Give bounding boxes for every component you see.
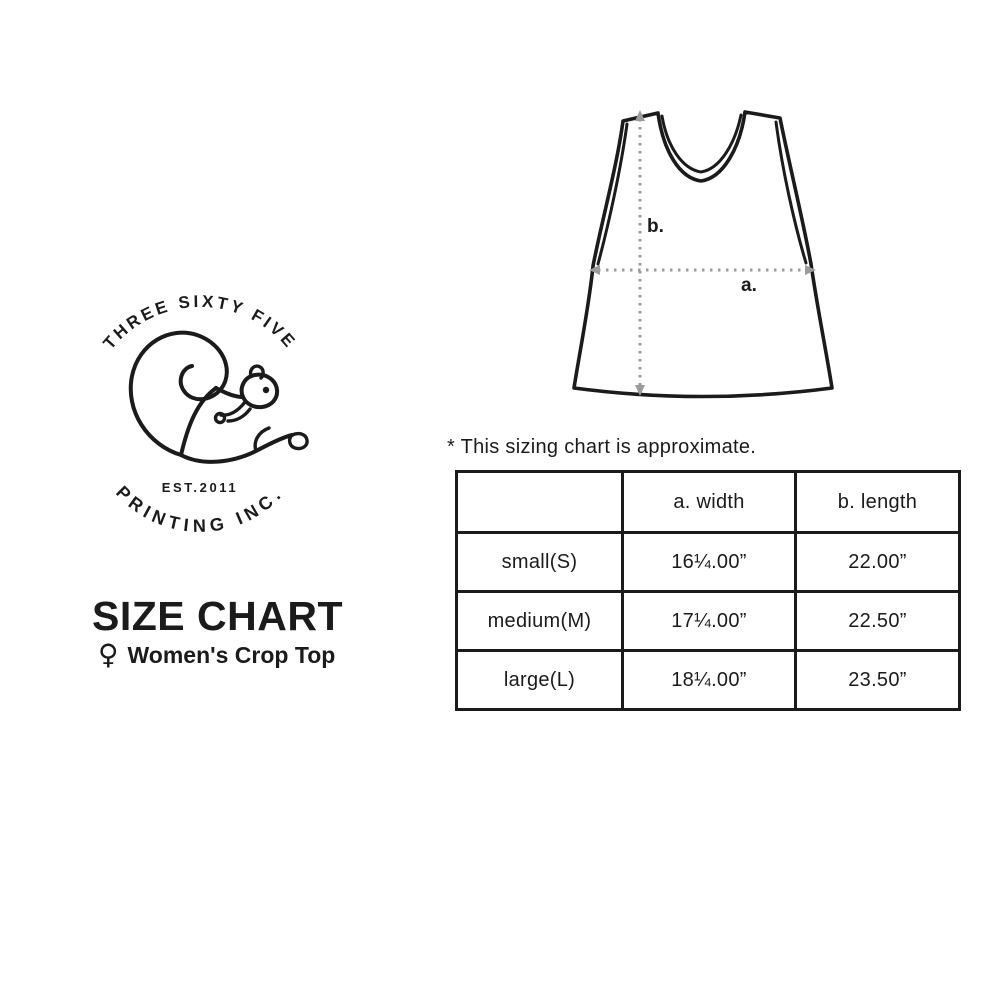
product-name: Women's Crop Top [127,641,336,668]
width-cell: 16¼.00” [621,531,797,593]
product-subtitle-row: ♀ Women's Crop Top [98,641,335,669]
length-cell: 22.50” [794,590,961,652]
company-logo: THREE SIXTY FIVE EST.2011 [100,292,309,536]
header-cell-empty [455,470,624,534]
length-cell: 23.50” [794,649,961,711]
size-table: a. width b. length small(S) 16¼.00” 22.0… [455,470,961,711]
page-title: SIZE CHART [92,593,343,639]
approximation-note: * This sizing chart is approximate. [447,436,757,458]
garment-outline [572,110,834,399]
width-cell: 18¼.00” [621,649,797,711]
table-row-small: small(S) 16¼.00” 22.00” [455,531,961,593]
header-cell-width: a. width [621,470,797,534]
header-cell-length: b. length [794,470,961,534]
width-measure-arrow [589,265,816,275]
length-measure-arrow [635,110,645,396]
right-armhole-line [774,120,808,265]
crop-top-diagram: b. a. [572,110,834,399]
length-label: b. [647,216,664,237]
collar-band-line [660,113,743,174]
length-cell: 22.00” [794,531,961,593]
size-cell: large(L) [455,649,624,711]
female-icon: ♀ [98,638,119,671]
left-armhole-line [596,122,629,266]
logo-arc-top-text: THREE SIXTY FIVE [100,292,301,353]
size-cell: medium(M) [455,590,624,652]
table-header-row: a. width b. length [455,470,961,534]
logo-est-text: EST.2011 [162,480,238,495]
squirrel-icon [128,330,309,464]
table-row-large: large(L) 18¼.00” 23.50” [455,649,961,711]
width-label: a. [741,275,757,296]
width-cell: 17¼.00” [621,590,797,652]
size-cell: small(S) [455,531,624,593]
table-row-medium: medium(M) 17¼.00” 22.50” [455,590,961,652]
squirrel-eye [262,386,270,394]
